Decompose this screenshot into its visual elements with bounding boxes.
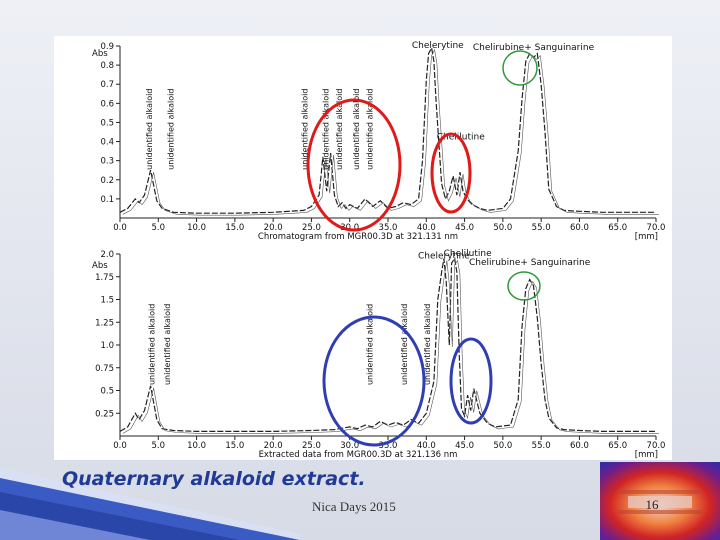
series-line-shadow — [122, 48, 659, 216]
y-tick-label: 0.25 — [95, 409, 114, 419]
unidentified-alkaloid-label: unidentified alkaloid — [321, 89, 330, 170]
series-line — [119, 257, 656, 432]
x-tick-label: 35.0 — [379, 441, 398, 451]
y-tick-label: 0.9 — [100, 42, 114, 52]
x-tick-label: 0.0 — [113, 441, 127, 451]
red-highlight-circle — [306, 98, 402, 232]
x-tick-label: 65.0 — [608, 223, 627, 233]
peak-label: Chelirubine+ Sanguinarine — [473, 43, 595, 53]
x-tick-label: 70.0 — [647, 441, 666, 451]
x-axis-unit: [mm] — [635, 450, 658, 460]
blue-highlight-circle — [322, 315, 426, 447]
series-line — [119, 46, 656, 214]
x-tick-label: 50.0 — [493, 441, 512, 451]
chromatogram-figure: 0.1 0.2 0.3 0.4 0.5 0.6 0.7 0.8 0.9 Abs 0.0 5.0 10.0… — [54, 36, 672, 460]
x-tick-label: 0.0 — [113, 223, 127, 233]
x-tick-label: 65.0 — [608, 441, 627, 451]
peak-label: Chelirubine+ Sanguinarine — [469, 258, 591, 268]
unidentified-alkaloid-label: unidentified alkaloid — [366, 89, 375, 170]
y-tick-label: 1.25 — [95, 318, 114, 328]
y-tick-label: 0.5 — [100, 118, 114, 128]
unidentified-alkaloid-label: unidentified alkaloid — [400, 304, 409, 385]
peak-label: Chelerytine — [412, 41, 464, 51]
x-tick-label: 40.0 — [417, 223, 436, 233]
x-tick-label: 45.0 — [455, 441, 474, 451]
series-line-shadow — [122, 259, 659, 434]
y-tick-label: 2.0 — [100, 250, 114, 260]
x-tick-label: 45.0 — [455, 223, 474, 233]
x-tick-label: 55.0 — [532, 441, 551, 451]
footer-text: Nica Days 2015 — [312, 499, 396, 514]
red-highlight-circle-small — [430, 132, 472, 214]
slide-caption: Quaternary alkaloid extract. — [62, 468, 366, 490]
x-tick-label: 40.0 — [417, 441, 436, 451]
unidentified-alkaloid-label: unidentified alkaloid — [145, 89, 154, 170]
y-tick-label: 0.1 — [100, 195, 114, 205]
green-highlight-circle — [502, 50, 538, 86]
y-tick-label: 0.8 — [100, 61, 114, 71]
peak-label: Chelilutine — [444, 249, 492, 259]
unidentified-alkaloid-label: unidentified alkaloid — [163, 304, 172, 385]
y-tick-label: 0.3 — [100, 157, 114, 167]
x-tick-label: 5.0 — [152, 223, 166, 233]
unidentified-alkaloid-label: unidentified alkaloid — [301, 89, 310, 170]
y-tick-label: 0.4 — [100, 138, 114, 148]
y-tick-label: 0.6 — [100, 99, 114, 109]
blue-highlight-circle-small — [449, 337, 493, 425]
unidentified-alkaloid-label: unidentified alkaloid — [147, 304, 156, 385]
x-tick-label: 10.0 — [187, 441, 206, 451]
x-tick-label: 20.0 — [264, 223, 283, 233]
y-axis-label: Abs — [92, 261, 108, 271]
heatmap-thumbnail — [600, 462, 720, 540]
x-tick-label: 10.0 — [187, 223, 206, 233]
x-tick-label: 30.0 — [340, 223, 359, 233]
x-tick-label: 25.0 — [302, 441, 321, 451]
unidentified-alkaloid-label: unidentified alkaloid — [423, 304, 432, 385]
y-tick-label: 1.0 — [100, 341, 114, 351]
corner-stripe-decoration — [0, 468, 300, 540]
x-tick-label: 50.0 — [493, 223, 512, 233]
x-tick-label: 35.0 — [379, 223, 398, 233]
x-tick-label: 5.0 — [152, 441, 166, 451]
x-tick-label: 15.0 — [225, 441, 244, 451]
x-tick-label: 60.0 — [570, 223, 589, 233]
x-tick-label: 55.0 — [532, 223, 551, 233]
y-tick-label: 0.2 — [100, 176, 114, 186]
unidentified-alkaloid-label: unidentified alkaloid — [352, 89, 361, 170]
x-tick-label: 30.0 — [340, 441, 359, 451]
x-tick-label: 70.0 — [647, 223, 666, 233]
unidentified-alkaloid-label: unidentified alkaloid — [167, 89, 176, 170]
x-tick-label: 15.0 — [225, 223, 244, 233]
x-axis-label: Extracted data from MGR00.3D at 321.136 … — [259, 450, 458, 460]
green-highlight-circle-lower — [507, 271, 541, 301]
slide-number: 16 — [645, 497, 659, 512]
x-axis-label: Chromatogram from MGR00.3D at 321.131 nm — [258, 232, 458, 242]
x-tick-label: 60.0 — [570, 441, 589, 451]
y-tick-label: 0.5 — [100, 387, 114, 397]
unidentified-alkaloid-label: unidentified alkaloid — [366, 304, 375, 385]
x-axis-unit: [mm] — [635, 232, 658, 242]
y-tick-label: 1.75 — [95, 273, 114, 283]
unidentified-alkaloid-label: unidentified alkaloid — [335, 89, 344, 170]
x-tick-label: 20.0 — [264, 441, 283, 451]
y-tick-label: 0.7 — [100, 80, 114, 90]
y-axis-label: Abs — [92, 49, 108, 59]
y-tick-label: 1.5 — [100, 296, 114, 306]
peak-label: Chelerytine — [418, 252, 470, 262]
y-tick-label: 0.75 — [95, 364, 114, 374]
x-tick-label: 25.0 — [302, 223, 321, 233]
